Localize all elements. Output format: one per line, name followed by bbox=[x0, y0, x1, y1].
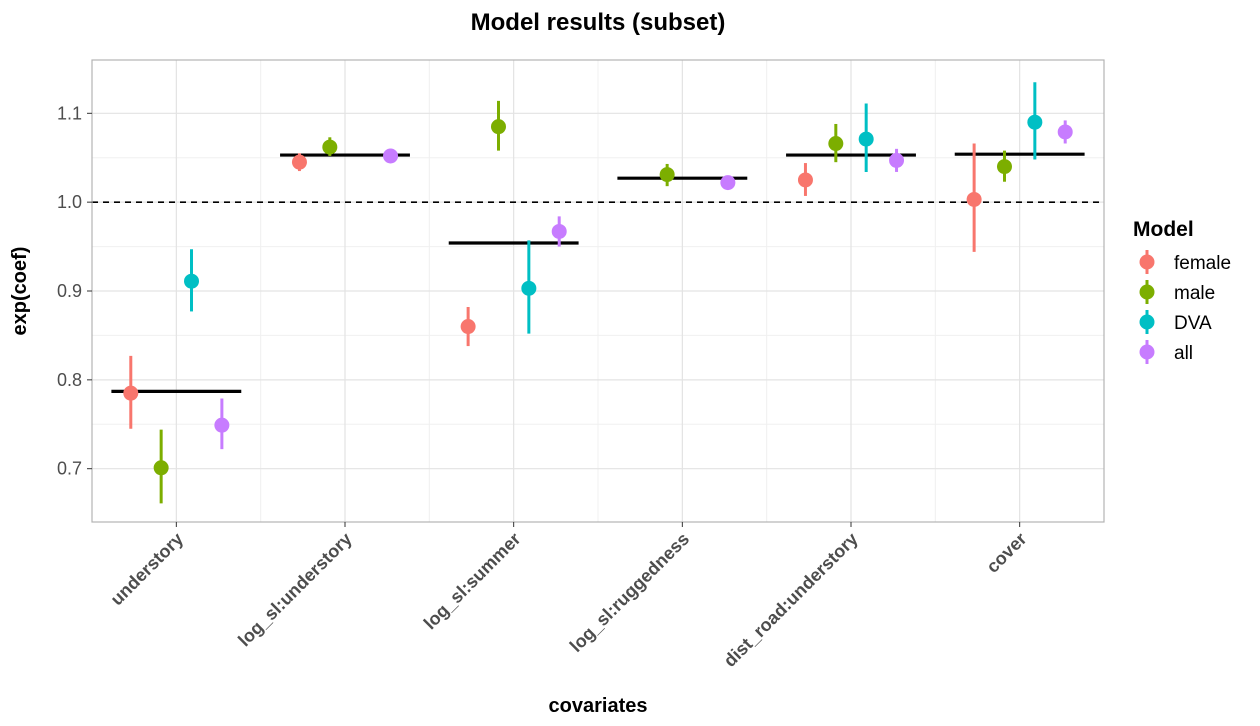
x-tick-label: cover bbox=[982, 529, 1030, 577]
point-DVA bbox=[184, 273, 200, 289]
point-all bbox=[383, 148, 399, 164]
point-male bbox=[996, 159, 1012, 175]
point-DVA bbox=[521, 280, 537, 296]
point-all bbox=[720, 175, 736, 191]
x-tick-label: dist_road:understory bbox=[720, 529, 862, 671]
point-DVA bbox=[858, 131, 874, 147]
y-tick-label: 0.8 bbox=[57, 370, 82, 390]
legend-key-point-female bbox=[1139, 254, 1155, 270]
y-tick-label: 1.1 bbox=[57, 103, 82, 123]
point-male bbox=[828, 136, 844, 152]
legend-key-point-male bbox=[1139, 284, 1155, 300]
point-male bbox=[322, 139, 338, 155]
point-female bbox=[797, 172, 813, 188]
legend-title: Model bbox=[1133, 218, 1194, 241]
point-all bbox=[889, 152, 905, 168]
point-all bbox=[551, 223, 567, 239]
point-all bbox=[1057, 124, 1073, 140]
point-female bbox=[123, 385, 139, 401]
point-female bbox=[460, 319, 476, 335]
x-tick-label: log_sl:ruggedness bbox=[566, 529, 693, 656]
y-axis: 0.7 0.8 0.9 1.0 1.1 bbox=[57, 103, 92, 479]
legend-label-female: female bbox=[1174, 253, 1231, 274]
y-tick-label: 0.7 bbox=[57, 459, 82, 479]
legend: Model female male DVA all bbox=[1133, 218, 1231, 364]
legend-label-male: male bbox=[1174, 283, 1215, 304]
y-tick-label: 1.0 bbox=[57, 192, 82, 212]
legend-key-point-DVA bbox=[1139, 314, 1155, 330]
point-male bbox=[659, 167, 675, 183]
x-tick-label: understory bbox=[107, 529, 188, 610]
y-axis-title: exp(coef) bbox=[9, 247, 31, 336]
legend-key-point-all bbox=[1139, 344, 1155, 360]
point-male bbox=[490, 119, 506, 135]
x-tick-label: log_sl:understory bbox=[234, 529, 356, 651]
plot-panel bbox=[91, 59, 1105, 523]
y-tick-label: 0.9 bbox=[57, 281, 82, 301]
legend-label-all: all bbox=[1174, 343, 1193, 364]
chart-marks bbox=[111, 82, 1085, 504]
x-axis: understory log_sl:understory log_sl:summer… bbox=[107, 522, 1030, 671]
point-male bbox=[153, 460, 169, 476]
point-female bbox=[291, 154, 307, 170]
point-DVA bbox=[1027, 114, 1043, 130]
chart-title: Model results (subset) bbox=[471, 9, 726, 36]
point-all bbox=[214, 417, 230, 433]
x-axis-title: covariates bbox=[549, 695, 648, 717]
legend-label-DVA: DVA bbox=[1174, 313, 1212, 334]
point-female bbox=[966, 191, 982, 207]
x-tick-label: log_sl:summer bbox=[420, 529, 525, 634]
